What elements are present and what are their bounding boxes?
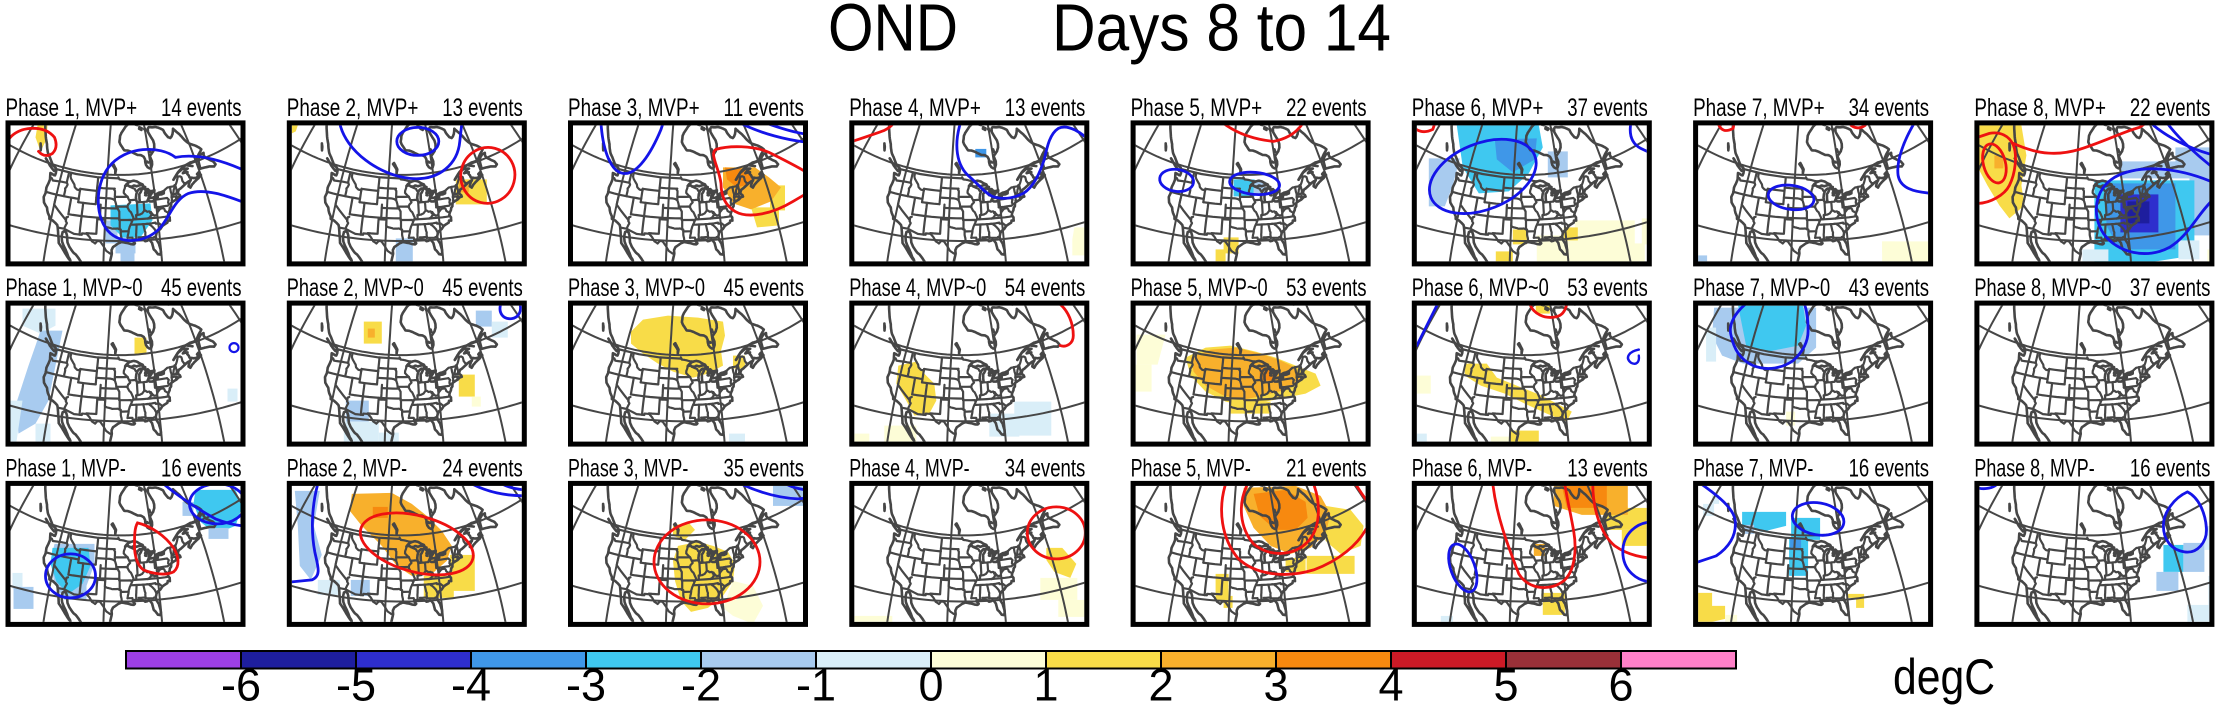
svg-text:Phase 1, MVP-: Phase 1, MVP-: [6, 454, 126, 482]
svg-text:Phase 8, MVP~0: Phase 8, MVP~0: [1974, 274, 2111, 302]
svg-text:Phase 5, MVP+: Phase 5, MVP+: [1131, 94, 1263, 122]
svg-text:-1: -1: [796, 660, 836, 709]
svg-text:34 events: 34 events: [1849, 94, 1930, 122]
svg-text:Phase 7, MVP~0: Phase 7, MVP~0: [1693, 274, 1830, 302]
svg-text:13 events: 13 events: [442, 94, 523, 122]
svg-text:Phase 6, MVP~0: Phase 6, MVP~0: [1412, 274, 1549, 302]
svg-text:6: 6: [1608, 660, 1633, 709]
svg-text:24 events: 24 events: [442, 454, 523, 482]
svg-text:-6: -6: [221, 660, 261, 709]
svg-text:Phase 3, MVP+: Phase 3, MVP+: [568, 94, 700, 122]
svg-text:Phase 4, MVP-: Phase 4, MVP-: [849, 454, 969, 482]
svg-text:Phase 8, MVP-: Phase 8, MVP-: [1974, 454, 2094, 482]
svg-text:43 events: 43 events: [1849, 274, 1930, 302]
svg-text:5: 5: [1493, 660, 1518, 709]
svg-text:Phase 3, MVP-: Phase 3, MVP-: [568, 454, 688, 482]
svg-text:Phase 6, MVP-: Phase 6, MVP-: [1412, 454, 1532, 482]
svg-text:Phase 7, MVP-: Phase 7, MVP-: [1693, 454, 1813, 482]
svg-text:-3: -3: [566, 660, 606, 709]
svg-text:2: 2: [1148, 660, 1173, 709]
svg-text:Phase 4, MVP~0: Phase 4, MVP~0: [849, 274, 986, 302]
svg-text:Phase 4, MVP+: Phase 4, MVP+: [849, 94, 981, 122]
svg-text:4: 4: [1378, 660, 1403, 709]
svg-text:OND: OND: [828, 0, 958, 66]
svg-text:53 events: 53 events: [1567, 274, 1648, 302]
svg-text:Phase 7, MVP+: Phase 7, MVP+: [1693, 94, 1825, 122]
svg-text:Phase 1, MVP~0: Phase 1, MVP~0: [6, 274, 143, 302]
svg-text:Phase 3, MVP~0: Phase 3, MVP~0: [568, 274, 705, 302]
svg-text:1: 1: [1033, 660, 1058, 709]
svg-text:Days 8 to 14: Days 8 to 14: [1052, 0, 1391, 66]
svg-text:21 events: 21 events: [1286, 454, 1367, 482]
svg-text:Phase 8, MVP+: Phase 8, MVP+: [1974, 94, 2106, 122]
svg-text:37 events: 37 events: [1567, 94, 1648, 122]
svg-text:37 events: 37 events: [2130, 274, 2211, 302]
svg-text:Phase 6, MVP+: Phase 6, MVP+: [1412, 94, 1544, 122]
svg-text:45 events: 45 events: [724, 274, 805, 302]
svg-text:54 events: 54 events: [1005, 274, 1086, 302]
svg-text:13 events: 13 events: [1005, 94, 1086, 122]
svg-text:Phase 2, MVP-: Phase 2, MVP-: [287, 454, 407, 482]
svg-text:45 events: 45 events: [442, 274, 523, 302]
svg-text:Phase 5, MVP~0: Phase 5, MVP~0: [1131, 274, 1268, 302]
svg-text:0: 0: [918, 660, 943, 709]
svg-text:degC: degC: [1893, 649, 1995, 705]
svg-text:53 events: 53 events: [1286, 274, 1367, 302]
svg-text:45 events: 45 events: [161, 274, 242, 302]
svg-text:3: 3: [1263, 660, 1288, 709]
svg-text:16 events: 16 events: [1849, 454, 1930, 482]
svg-text:-4: -4: [451, 660, 491, 709]
svg-text:34 events: 34 events: [1005, 454, 1086, 482]
svg-text:35 events: 35 events: [724, 454, 805, 482]
svg-text:-5: -5: [336, 660, 376, 709]
svg-text:11 events: 11 events: [724, 94, 805, 122]
svg-text:13 events: 13 events: [1567, 454, 1648, 482]
svg-text:14 events: 14 events: [161, 94, 242, 122]
svg-text:Phase 5, MVP-: Phase 5, MVP-: [1131, 454, 1251, 482]
svg-text:16 events: 16 events: [2130, 454, 2211, 482]
svg-text:22 events: 22 events: [1286, 94, 1367, 122]
svg-text:Phase 2, MVP+: Phase 2, MVP+: [287, 94, 419, 122]
svg-text:-2: -2: [681, 660, 721, 709]
svg-text:Phase 2, MVP~0: Phase 2, MVP~0: [287, 274, 424, 302]
svg-text:Phase 1, MVP+: Phase 1, MVP+: [6, 94, 138, 122]
svg-text:16 events: 16 events: [161, 454, 242, 482]
svg-text:22 events: 22 events: [2130, 94, 2211, 122]
